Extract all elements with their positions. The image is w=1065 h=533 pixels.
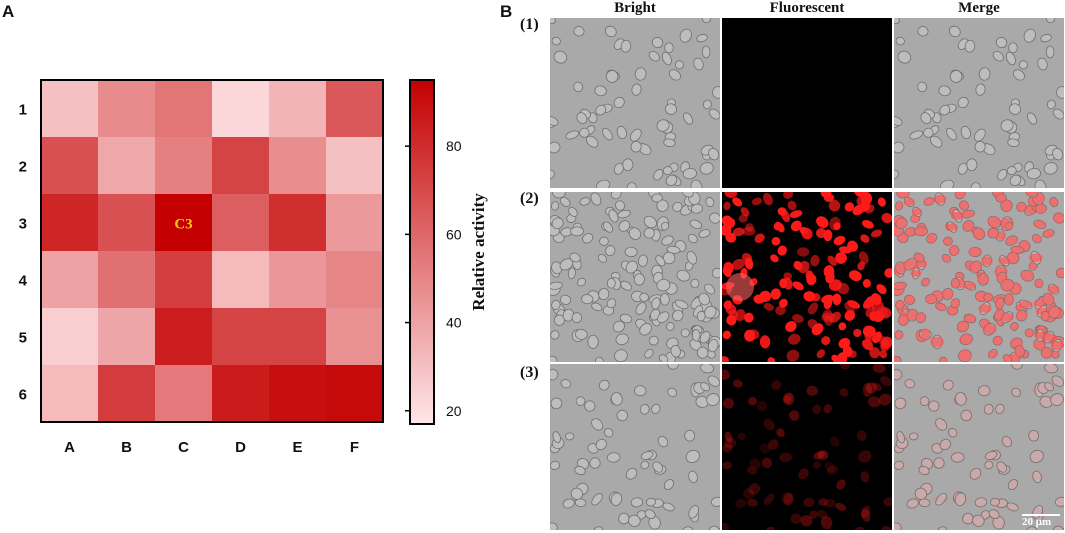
- micrograph-merge-row-1: [894, 18, 1064, 188]
- column-title-fluorescent: Fluorescent: [769, 0, 845, 16]
- heatmap-cell-F1: [326, 80, 383, 137]
- heatmap-cell-B5: [98, 308, 155, 365]
- heatmap-cell-E5: [269, 308, 326, 365]
- panel-letter-b: B: [500, 2, 513, 21]
- heatmap-row-label-4: 4: [19, 273, 28, 290]
- heatmap-cell-E1: [269, 80, 326, 137]
- colorbar: [409, 79, 435, 425]
- heatmap-col-label-E: E: [292, 439, 302, 456]
- heatmap-col-label-C: C: [178, 439, 189, 456]
- heatmap-cell-B6: [98, 365, 155, 422]
- colorbar-label: Relative activity: [469, 193, 488, 311]
- heatmap-cell-B1: [98, 80, 155, 137]
- heatmap-cell-C3: [155, 194, 212, 251]
- row-label-2: (2): [520, 190, 539, 207]
- heatmap-cell-E4: [269, 251, 326, 308]
- scale-bar-label: 20 μm: [1022, 516, 1052, 528]
- heatmap-cell-C4: [155, 251, 212, 308]
- heatmap-col-label-F: F: [350, 439, 359, 456]
- row-label-3: (3): [520, 364, 539, 381]
- heatmap-cell-A5: [41, 308, 98, 365]
- heatmap-cell-F4: [326, 251, 383, 308]
- heatmap-cell-D4: [212, 251, 269, 308]
- heatmap-cell-D3: [212, 194, 269, 251]
- heatmap-col-label-D: D: [235, 439, 246, 456]
- column-title-merge: Merge: [958, 0, 1000, 16]
- heatmap-cell-F5: [326, 308, 383, 365]
- heatmap-cell-C6: [155, 365, 212, 422]
- heatmap-cell-E2: [269, 137, 326, 194]
- heatmap-col-label-A: A: [64, 439, 75, 456]
- scale-bar-line: [1022, 514, 1060, 516]
- heatmap-row-label-5: 5: [19, 330, 27, 347]
- heatmap-cell-F6: [326, 365, 383, 422]
- heatmap-row-label-6: 6: [19, 387, 27, 404]
- heatmap-cell-A6: [41, 365, 98, 422]
- heatmap-col-label-B: B: [121, 439, 132, 456]
- heatmap-cell-D2: [212, 137, 269, 194]
- micrograph-fluorescent-row-1: [722, 18, 892, 188]
- heatmap-cell-D1: [212, 80, 269, 137]
- heatmap-cell-F3: [326, 194, 383, 251]
- heatmap-cell-A1: [41, 80, 98, 137]
- heatmap-chart: 1 2 3 4 5 6 A B C D E F C3 20 40 60 80 Relative activity: [19, 79, 488, 456]
- heatmap-cell-C5: [155, 308, 212, 365]
- micrograph-merge-row-2: [894, 192, 1064, 362]
- heatmap-cell-A3: [41, 194, 98, 251]
- heatmap-row-label-2: 2: [19, 159, 27, 176]
- heatmap-cell-F2: [326, 137, 383, 194]
- colorbar-tick-label-40: 40: [446, 315, 462, 331]
- heatmap-row-label-3: 3: [19, 216, 27, 233]
- colorbar-tick-label-60: 60: [446, 226, 462, 242]
- column-title-bright: Bright: [614, 0, 656, 16]
- heatmap-cell-A2: [41, 137, 98, 194]
- heatmap-cell-C2: [155, 137, 212, 194]
- heatmap-cell-D5: [212, 308, 269, 365]
- micrograph-merge-row-3: [894, 364, 1064, 530]
- panel-letter-a: A: [2, 2, 15, 21]
- micrograph-fluorescent-row-2: [722, 192, 892, 362]
- highlight-label: C3: [174, 217, 192, 233]
- heatmap-cell-B2: [98, 137, 155, 194]
- heatmap-cell-B3: [98, 194, 155, 251]
- heatmap-cell-A4: [41, 251, 98, 308]
- heatmap-frame: [40, 79, 384, 423]
- micrograph-bright-row-3: [550, 364, 720, 530]
- micrograph-bright-row-2: [550, 192, 720, 362]
- micrograph-bright-row-1: [550, 18, 720, 188]
- heatmap-cell-E6: [269, 365, 326, 422]
- heatmap-cell-D6: [212, 365, 269, 422]
- row-label-1: (1): [520, 16, 539, 33]
- micrograph-fluorescent-row-3: [722, 364, 892, 530]
- colorbar-tick-label-20: 20: [446, 403, 462, 419]
- heatmap-cell-E3: [269, 194, 326, 251]
- colorbar-tick-label-80: 80: [446, 138, 462, 154]
- heatmap-row-label-1: 1: [19, 102, 27, 119]
- heatmap-cell-C1: [155, 80, 212, 137]
- heatmap-cell-B4: [98, 251, 155, 308]
